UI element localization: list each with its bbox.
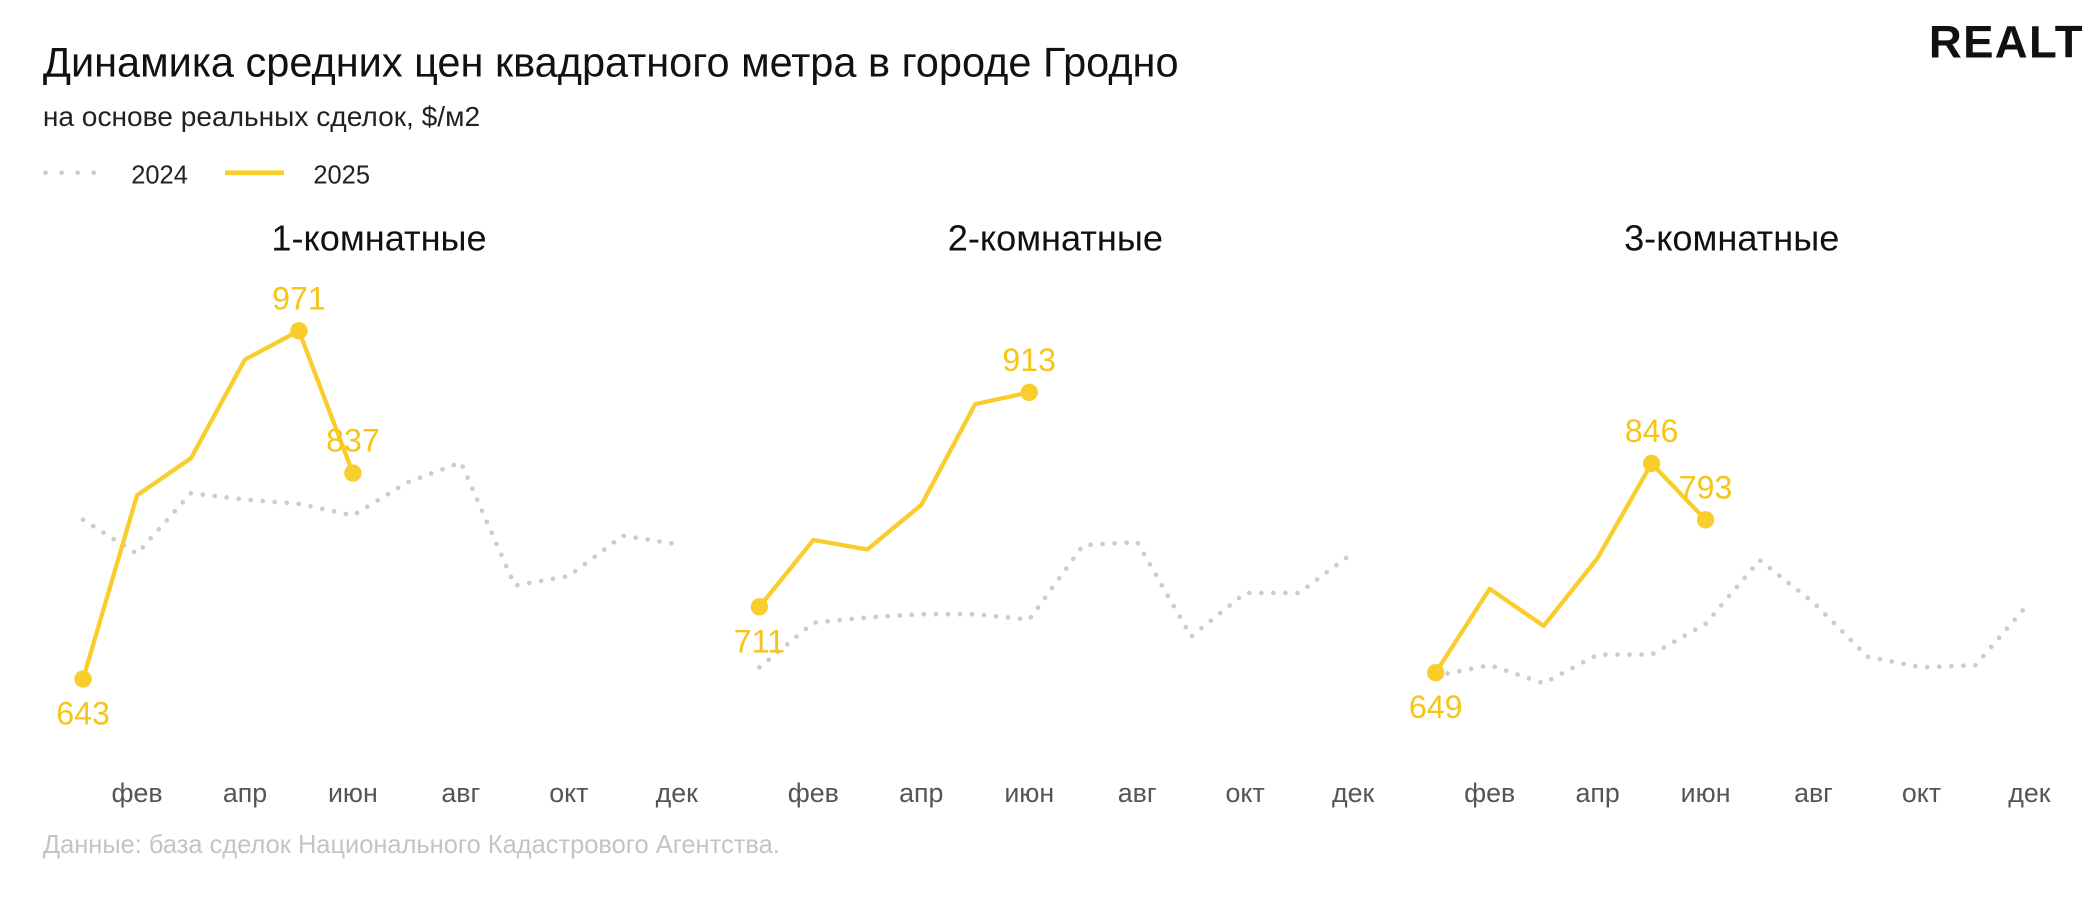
- data-label: 913: [1002, 342, 1056, 378]
- realt-logo: REALT: [1929, 17, 2084, 68]
- data-point: [750, 598, 769, 616]
- x-tick-label: дек: [1332, 778, 1375, 808]
- source-note: Данные: база сделок Национального Кадаст…: [43, 831, 780, 859]
- series-line-2025: [757, 390, 1032, 609]
- x-tick-label: дек: [2008, 778, 2051, 808]
- x-tick-label: июн: [1004, 778, 1054, 808]
- panel-title: 2-комнатные: [948, 217, 1163, 258]
- x-tick-label: окт: [549, 778, 588, 808]
- legend-label-2024: 2024: [131, 161, 188, 189]
- legend: 2024 2025: [43, 161, 370, 189]
- data-point: [344, 464, 362, 482]
- chart-subtitle: на основе реальных сделок, $/м2: [43, 101, 480, 132]
- x-tick-label: апр: [1576, 778, 1620, 808]
- legend-label-2025: 2025: [313, 161, 370, 189]
- series-line-2024: [757, 539, 1356, 670]
- panel-1: 1-комнатные фев апр июн авг окт дек 643 971 837: [56, 217, 698, 808]
- x-tick-label: фев: [111, 778, 162, 808]
- x-tick-label: авг: [1118, 778, 1157, 808]
- x-tick-label: фев: [1464, 778, 1515, 808]
- data-label: 971: [272, 280, 326, 316]
- panel-title: 1-комнатные: [271, 217, 486, 258]
- data-label: 643: [56, 696, 110, 732]
- data-point: [1427, 663, 1445, 682]
- x-tick-label: июн: [1681, 778, 1731, 808]
- data-label: 846: [1625, 413, 1679, 449]
- x-tick-label: авг: [441, 778, 480, 808]
- data-label: 837: [326, 423, 380, 459]
- data-point: [74, 670, 92, 688]
- x-tick-label: июн: [328, 778, 378, 808]
- x-tick-label: апр: [223, 778, 267, 808]
- data-label: 793: [1679, 469, 1733, 505]
- data-point: [1642, 454, 1661, 473]
- data-label: 649: [1409, 689, 1463, 725]
- x-tick-label: авг: [1794, 778, 1833, 808]
- x-tick-label: апр: [899, 778, 943, 808]
- series-line-2024: [1433, 557, 2032, 686]
- chart-title: Динамика средних цен квадратного метра в…: [43, 38, 1179, 85]
- series-line-2024: [80, 460, 680, 588]
- panel-2: 2-комнатные фев апр июн авг окт дек 711 913: [734, 217, 1375, 808]
- series-line-2025: [80, 328, 356, 682]
- panel-title: 3-комнатные: [1624, 217, 1839, 258]
- x-tick-label: окт: [1902, 778, 1941, 808]
- data-point: [1696, 511, 1715, 529]
- x-tick-label: дек: [656, 778, 699, 808]
- data-point: [1020, 383, 1038, 402]
- data-point: [290, 322, 308, 340]
- x-tick-label: окт: [1226, 778, 1265, 808]
- series-line-2025: [1433, 461, 1708, 675]
- x-tick-label: фев: [788, 778, 839, 808]
- data-label: 711: [734, 623, 785, 659]
